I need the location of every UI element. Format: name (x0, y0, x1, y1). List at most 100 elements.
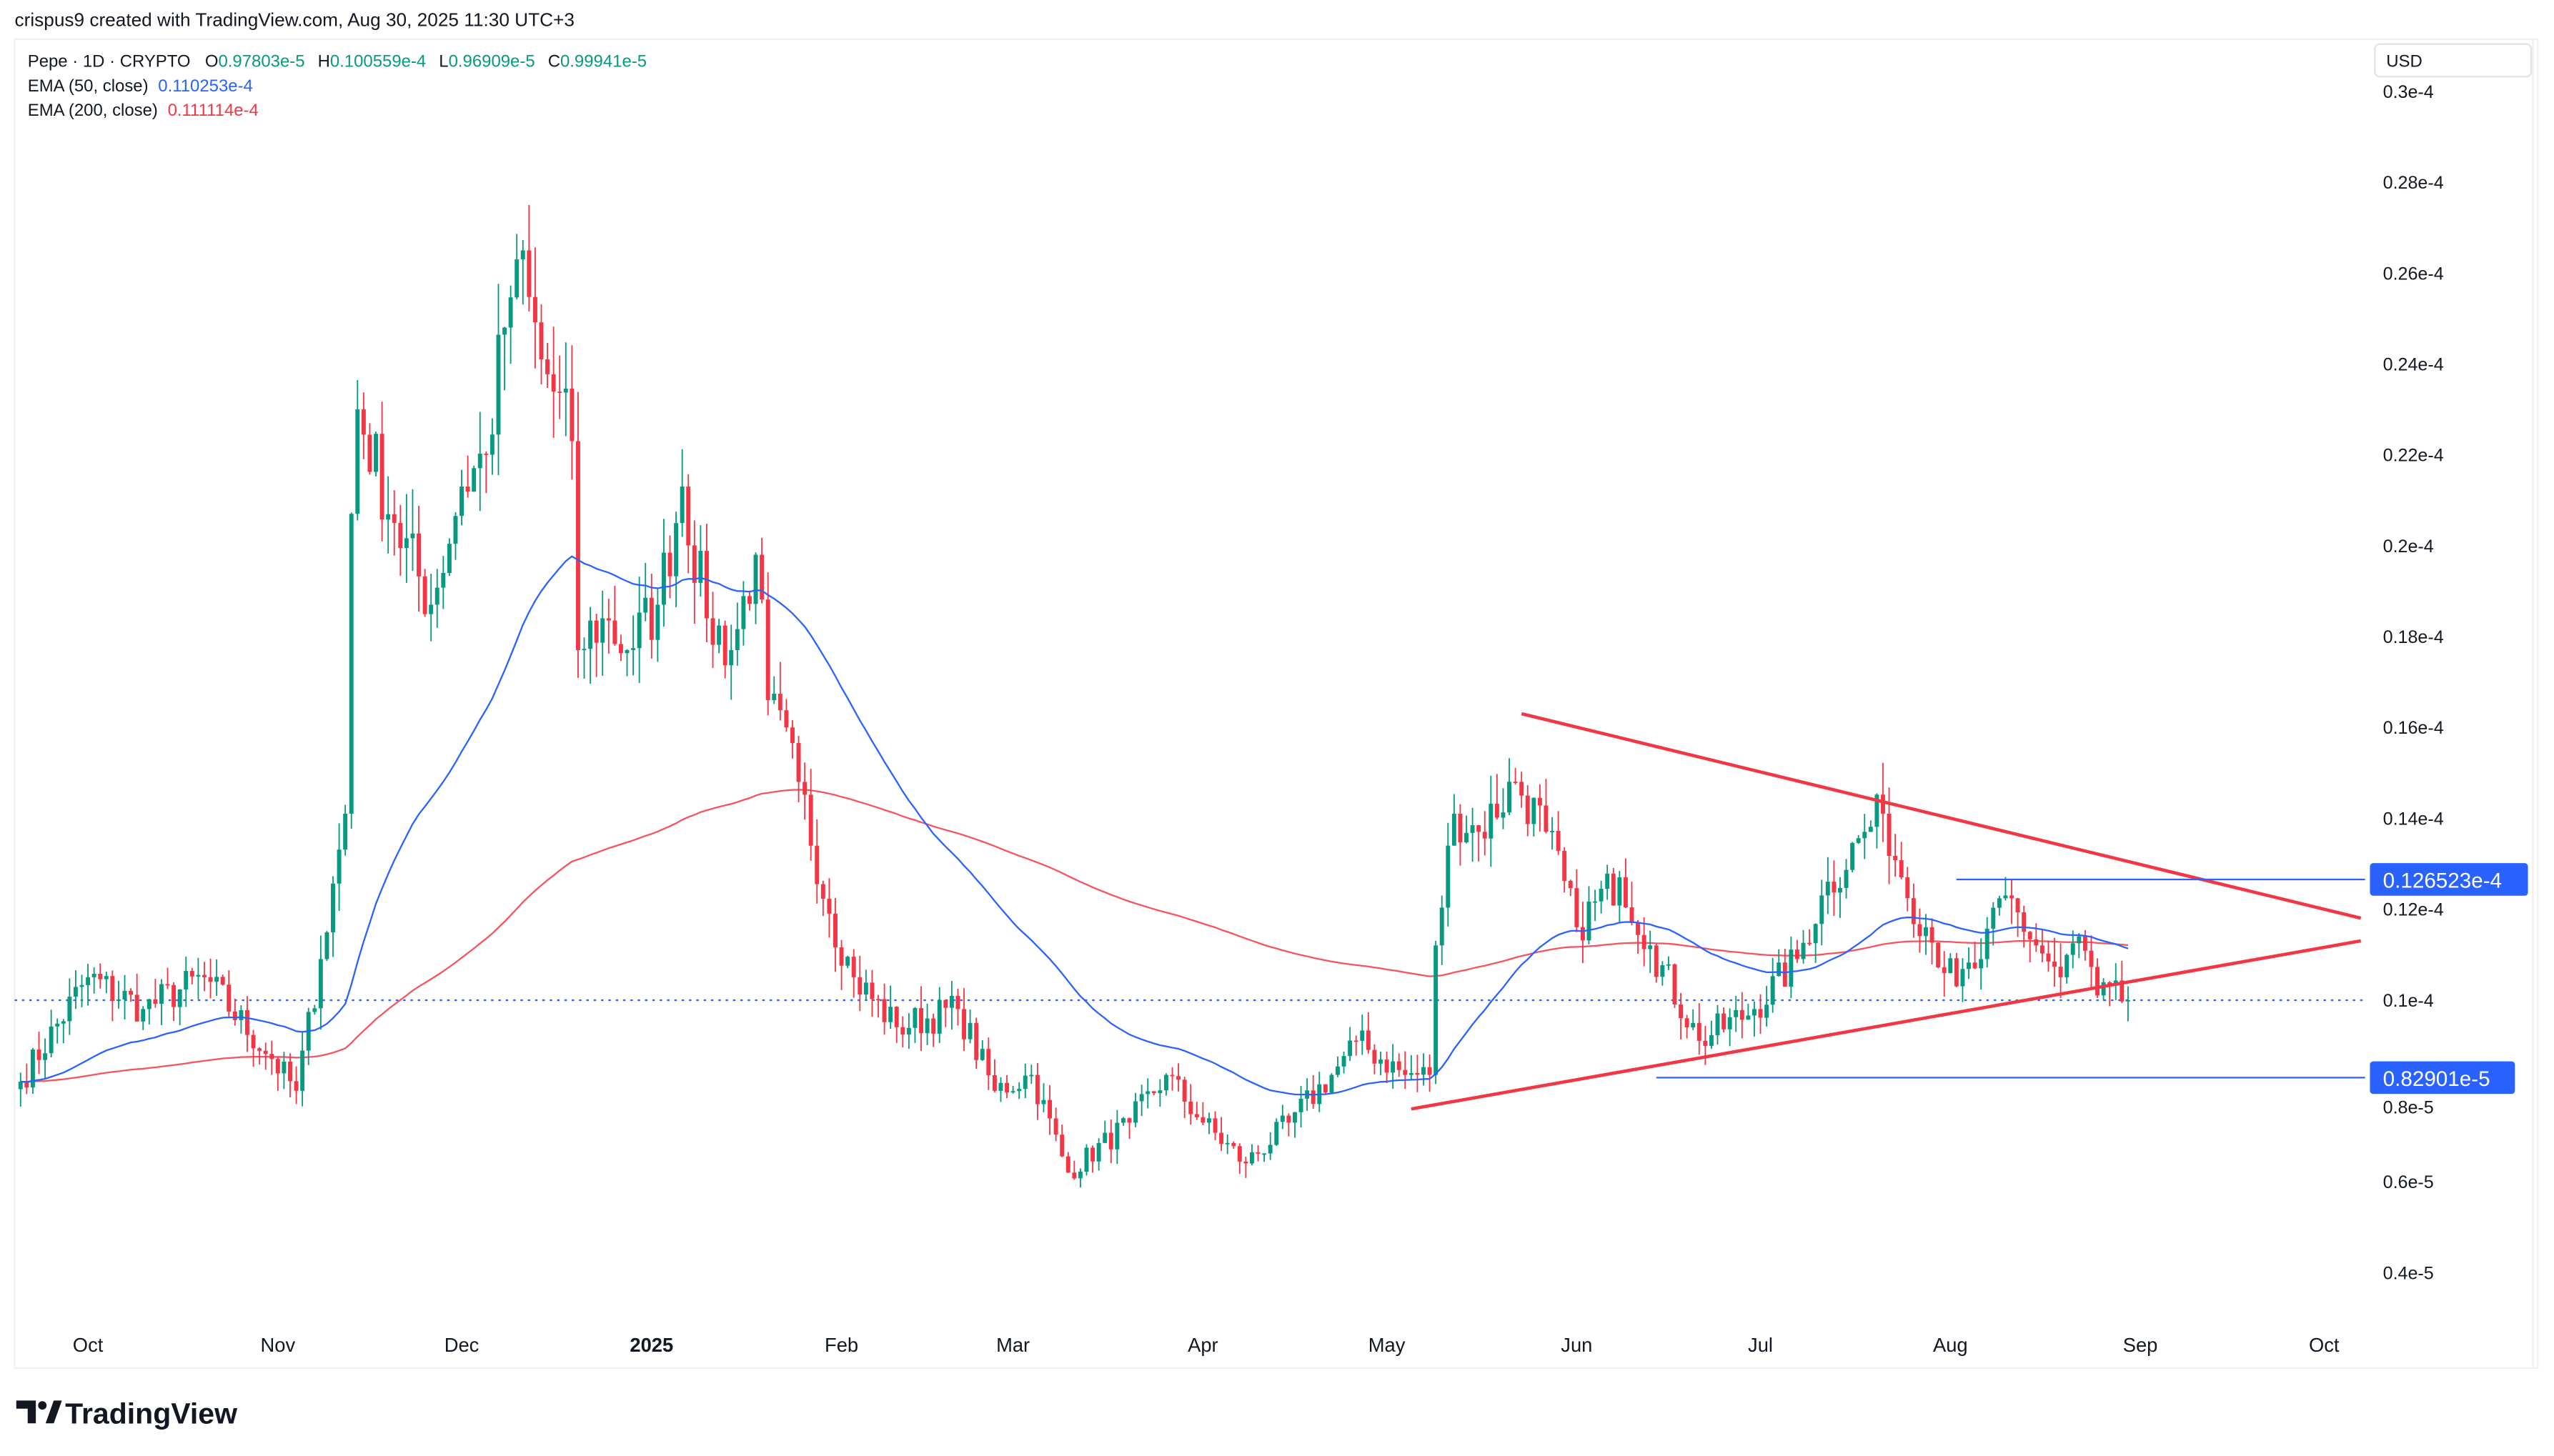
candle-body (1881, 794, 1885, 814)
candle (612, 586, 617, 646)
candle-body (472, 468, 477, 492)
candle-body (1348, 1040, 1353, 1057)
candle (1727, 1008, 1732, 1047)
candle-body (600, 618, 605, 643)
candle (465, 455, 470, 498)
candle-body (839, 947, 844, 966)
candle-body (962, 1009, 966, 1039)
candle-body (618, 644, 623, 654)
candle (1237, 1143, 1242, 1175)
candle (2039, 929, 2044, 962)
candle-body (594, 620, 599, 643)
candle-body (698, 551, 703, 583)
candle-body (1868, 827, 1873, 832)
candle (1243, 1156, 1248, 1178)
candle-body (2070, 943, 2075, 955)
candle-body (1188, 1102, 1193, 1115)
candle (925, 1003, 930, 1045)
price-axis[interactable]: 0.3e-4 0.28e-4 0.26e-4 0.24e-4 0.22e-4 0.2e-4… (2383, 82, 2444, 1283)
annotations[interactable]: 0.126523e-4 0.82901e-5 (1411, 712, 2528, 1111)
candle (667, 535, 672, 599)
candle (520, 239, 525, 305)
candle (129, 988, 134, 1002)
trendline[interactable] (1411, 939, 2362, 1111)
candle-body (1672, 964, 1677, 1005)
candle-body (1544, 805, 1549, 832)
candle-body (386, 514, 391, 520)
candle (998, 1077, 1003, 1102)
candle-body (275, 1059, 280, 1074)
candle-body (1813, 924, 1818, 944)
candle (1501, 788, 1506, 829)
time-axis[interactable]: Oct Nov Dec 2025 Feb Mar Apr May Jun Jul Aug Sep Oct (73, 1334, 2340, 1356)
ema50-legend-line: EMA (50, close) 0.110253e-4 (28, 76, 253, 96)
candle (1225, 1134, 1230, 1155)
open-value: 0.97803e-5 (218, 52, 304, 71)
candle-body (1146, 1091, 1151, 1095)
candle-body (1403, 1069, 1408, 1075)
ema50-line-group (20, 555, 2129, 1096)
candle (24, 1063, 29, 1095)
candle (1525, 785, 1530, 837)
candle-body (1991, 907, 1996, 929)
candle-body (1170, 1074, 1175, 1077)
candle (61, 1019, 66, 1044)
candle-body (2003, 895, 2008, 899)
candle-body (1384, 1059, 1389, 1073)
candle-body (747, 596, 752, 604)
candle-body (1237, 1146, 1242, 1162)
candle (263, 1042, 268, 1070)
candle (1580, 902, 1585, 964)
candle (1298, 1085, 1303, 1128)
candle-body (1151, 1091, 1156, 1094)
candle-body (2077, 936, 2082, 944)
candle (1433, 940, 1439, 1084)
price-tick: 0.24e-4 (2383, 354, 2444, 374)
candle-body (570, 388, 575, 442)
candle-body (1231, 1142, 1236, 1147)
time-tick: Jul (1748, 1334, 1773, 1356)
candle-body (735, 629, 740, 650)
candle-body (2125, 1000, 2130, 1002)
candle (545, 343, 550, 389)
currency-button[interactable] (2374, 43, 2533, 78)
candle-body (1972, 962, 1977, 969)
candle-body (631, 648, 636, 650)
candle (1151, 1091, 1156, 1096)
candle-body (1286, 1115, 1291, 1123)
candle-body (1084, 1147, 1089, 1172)
candle-body (1133, 1101, 1138, 1123)
candle-body (349, 514, 354, 814)
candle (1084, 1144, 1089, 1176)
candle-body (282, 1062, 287, 1074)
trendline[interactable] (1521, 712, 2362, 920)
price-tick: 0.3e-4 (2383, 82, 2434, 102)
candle-body (1556, 830, 1561, 851)
candle-body (61, 1021, 66, 1024)
candle (300, 1032, 305, 1107)
candle-body (1825, 882, 1830, 896)
price-tick: 0.2e-4 (2383, 537, 2434, 557)
candle-body (2101, 982, 2106, 996)
candle-body (1519, 782, 1524, 796)
candle (1562, 847, 1567, 893)
candle (1029, 1064, 1034, 1084)
candle-body (453, 516, 458, 544)
candle (1048, 1085, 1053, 1135)
level-price-label: 0.82901e-5 (2383, 1067, 2490, 1091)
candle-body (1924, 927, 1928, 937)
tradingview-logo[interactable]: TradingView (16, 1397, 237, 1430)
candle (1078, 1168, 1083, 1188)
candle (1341, 1052, 1346, 1074)
chart-pane[interactable] (14, 38, 2539, 1369)
candle (1513, 767, 1518, 785)
ohlc-legend-line: Pepe · 1D · CRYPTO O0.97803e-5 H0.100559… (28, 52, 647, 71)
candle (717, 619, 722, 654)
candle-body (777, 694, 782, 711)
candle-body (1893, 856, 1898, 861)
price-tick: 0.1e-4 (2383, 991, 2434, 1011)
candle-body (189, 971, 194, 977)
candle (1617, 871, 1622, 923)
ema50-value: 0.110253e-4 (158, 76, 253, 96)
